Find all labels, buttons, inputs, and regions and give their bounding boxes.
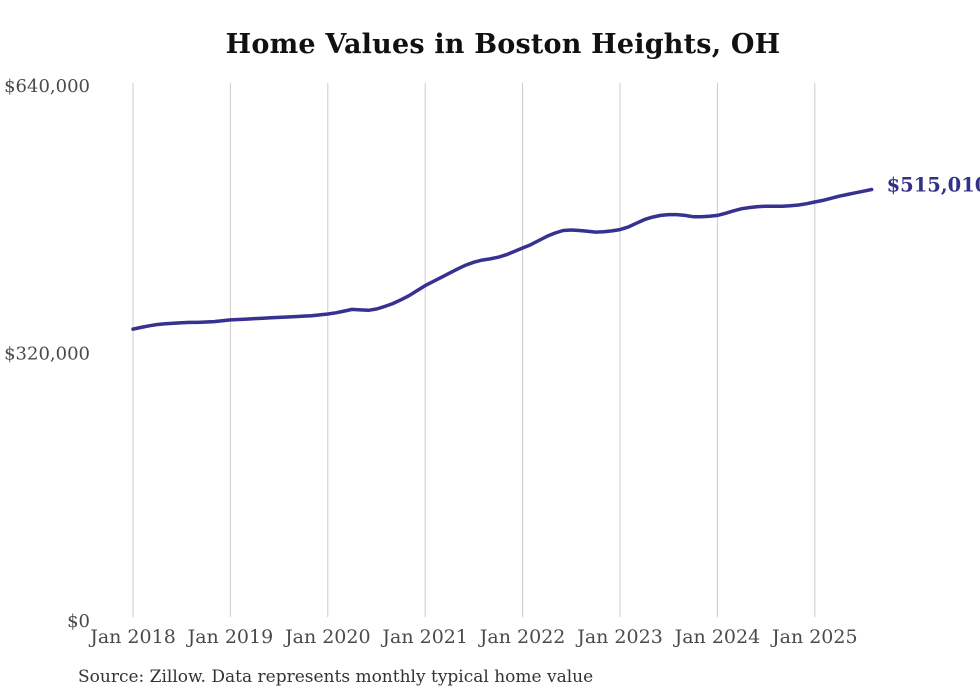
source-note: Source: Zillow. Data represents monthly …: [78, 667, 594, 687]
home-value-line: [131, 187, 874, 331]
x-axis-tick-labels: Jan 2018 Jan 2019 Jan 2020 Jan 2021 Jan 2022…: [88, 626, 857, 648]
x-tick-label: Jan 2024: [673, 626, 761, 648]
chart-title: Home Values in Boston Heights, OH: [225, 29, 781, 60]
x-tick-label: Jan 2022: [478, 626, 566, 648]
latest-value-label: $515,010: [887, 174, 980, 197]
x-tick-label: Jan 2023: [575, 626, 663, 648]
x-tick-label: Jan 2025: [770, 626, 858, 648]
y-axis-tick-labels: $0 $320,000 $640,000: [4, 76, 90, 632]
x-tick-label: Jan 2018: [88, 626, 176, 648]
y-tick-label: $320,000: [4, 344, 90, 365]
x-tick-label: Jan 2021: [380, 626, 468, 648]
gridlines-group: [132, 83, 816, 617]
x-tick-label: Jan 2020: [283, 626, 371, 648]
x-tick-label: Jan 2019: [186, 626, 274, 648]
y-tick-label: $640,000: [4, 76, 90, 97]
y-tick-label: $0: [67, 611, 90, 632]
